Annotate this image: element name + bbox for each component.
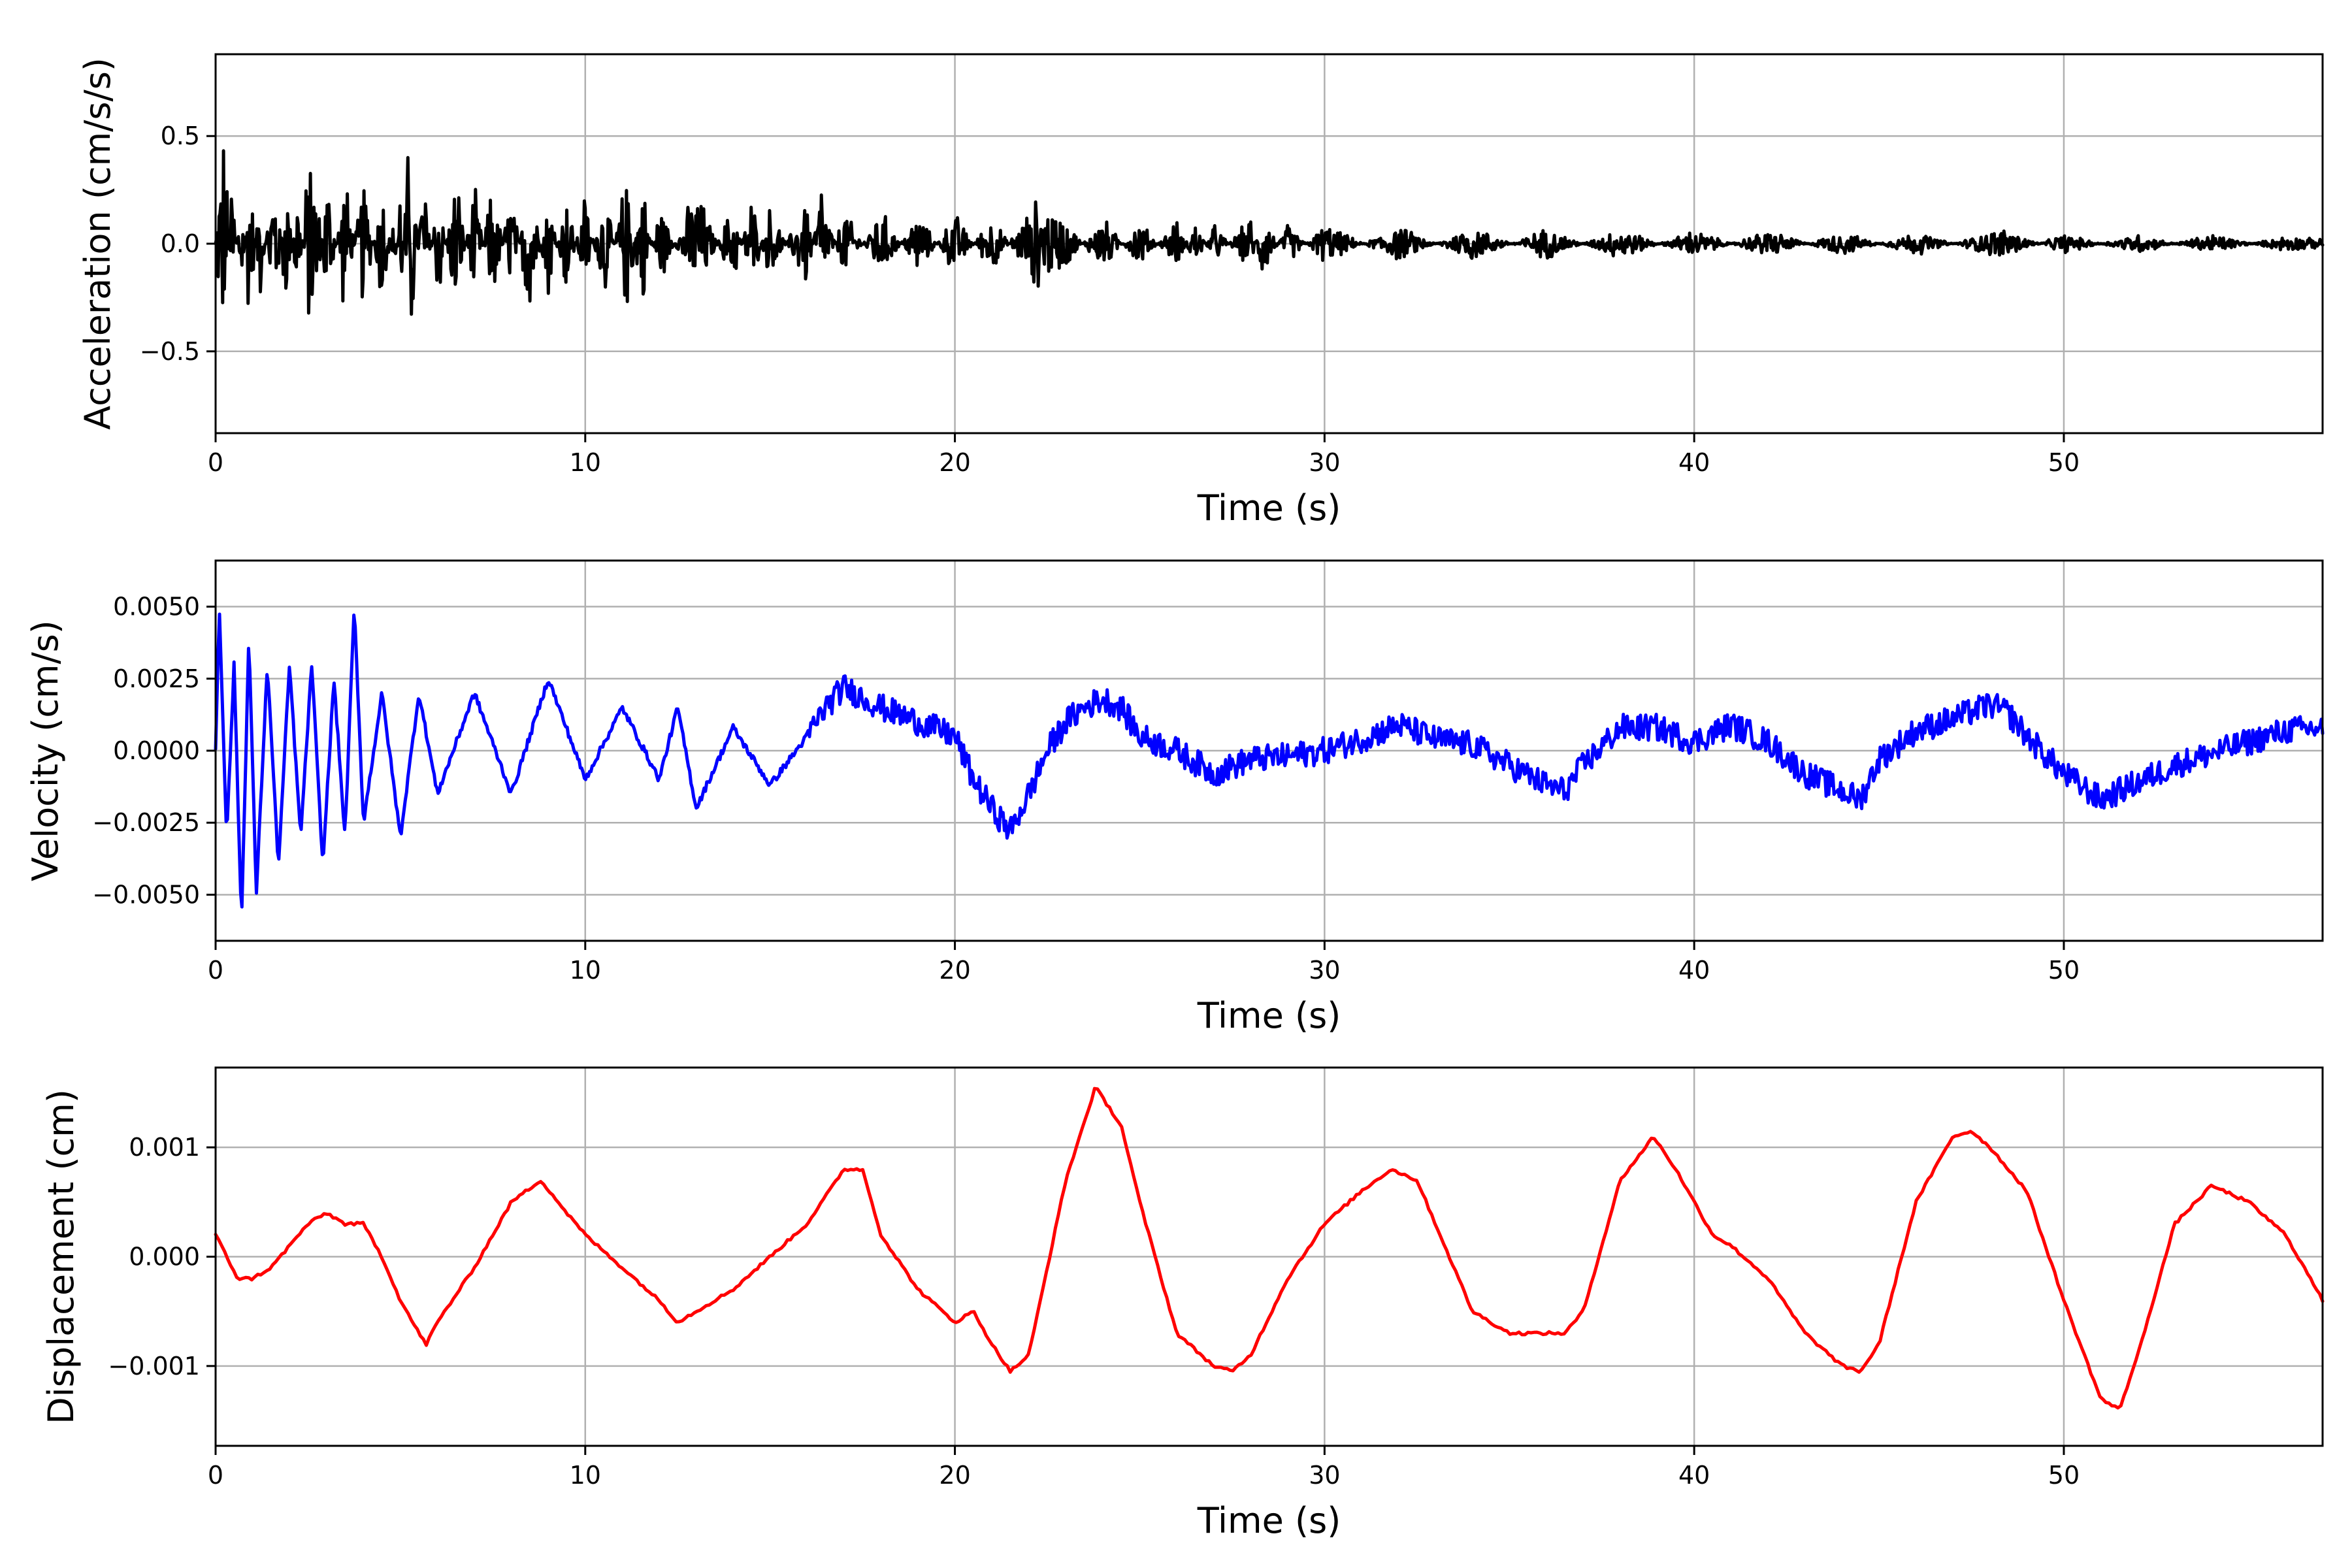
x-tick-label: 50 xyxy=(2048,1461,2080,1490)
y-axis-label: Acceleration (cm/s/s) xyxy=(77,57,118,430)
y-axis-label: Velocity (cm/s) xyxy=(25,620,66,881)
x-tick-label: 0 xyxy=(208,1461,223,1490)
y-tick-label: −0.0025 xyxy=(92,808,200,837)
velocity-series-line xyxy=(214,612,2325,909)
displacement-panel: 0 10 20 30 40 50 −0.001 0.000 0.001 Time (s) Displ… xyxy=(41,1066,2325,1541)
y-tick-label: 0.0050 xyxy=(113,593,200,621)
x-tick-label: 50 xyxy=(2048,956,2080,985)
displacement-series-line xyxy=(214,1086,2325,1410)
y-tick-label: 0.001 xyxy=(129,1133,200,1162)
acceleration-series-line xyxy=(214,149,2325,316)
y-tick-label: −0.0050 xyxy=(92,880,200,909)
x-tick-label: 10 xyxy=(570,1461,601,1490)
y-tick-label: −0.5 xyxy=(140,337,200,366)
x-axis-label: Time (s) xyxy=(1197,487,1341,529)
x-tick-label: 0 xyxy=(208,956,223,985)
x-tick-label: 40 xyxy=(1678,1461,1710,1490)
y-axis-label: Displacement (cm) xyxy=(41,1089,82,1424)
x-tick-label: 40 xyxy=(1678,956,1710,985)
x-axis-label: Time (s) xyxy=(1197,1500,1341,1541)
x-tick-label: 0 xyxy=(208,448,223,477)
x-tick-label: 50 xyxy=(2048,448,2080,477)
acceleration-panel: 0 10 20 30 40 50 −0.5 0.0 0.5 Time (s) Acceleratio… xyxy=(77,53,2325,529)
y-tick-label: 0.5 xyxy=(161,122,200,150)
x-tick-label: 10 xyxy=(570,448,601,477)
x-tick-label: 40 xyxy=(1678,448,1710,477)
y-tick-label: −0.001 xyxy=(108,1352,200,1380)
y-tick-label: 0.0000 xyxy=(113,736,200,765)
x-tick-label: 20 xyxy=(939,1461,970,1490)
x-tick-label: 10 xyxy=(570,956,601,985)
x-tick-label: 20 xyxy=(939,956,970,985)
velocity-panel: 0 10 20 30 40 50 −0.0050 −0.0025 0.0000 0.0025 0.0… xyxy=(25,559,2325,1036)
x-axis-label: Time (s) xyxy=(1197,995,1341,1036)
x-tick-label: 30 xyxy=(1309,448,1340,477)
y-tick-label: 0.000 xyxy=(129,1243,200,1271)
y-tick-label: 0.0025 xyxy=(113,664,200,693)
y-tick-label: 0.0 xyxy=(161,229,200,258)
x-tick-label: 20 xyxy=(939,448,970,477)
x-tick-label: 30 xyxy=(1309,1461,1340,1490)
x-tick-label: 30 xyxy=(1309,956,1340,985)
